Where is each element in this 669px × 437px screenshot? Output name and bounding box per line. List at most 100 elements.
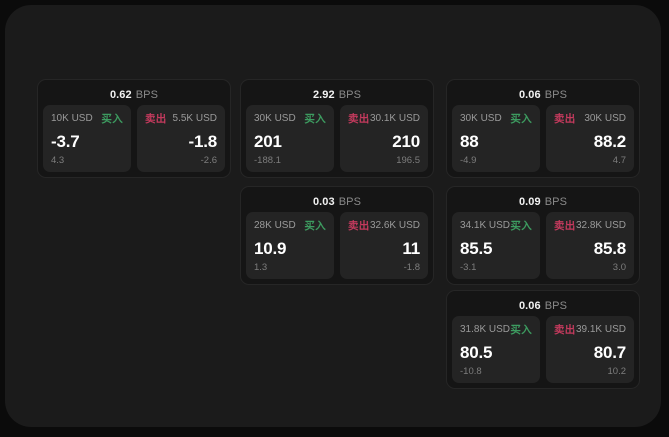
sell-direction-label: 卖出 xyxy=(554,324,576,336)
card-header: 0.06 BPS xyxy=(452,85,634,105)
buy-value: 201 xyxy=(254,132,282,151)
card-sides: 31.8K USD 买入 80.5 -10.8 卖出 39.1K USD 80.… xyxy=(452,316,634,383)
card-sides: 34.1K USD 买入 85.5 -3.1 卖出 32.8K USD 85.8… xyxy=(452,212,634,279)
sell-value: 80.7 xyxy=(593,343,626,362)
buy-value: 88 xyxy=(460,132,479,151)
buy-value: -3.7 xyxy=(51,132,80,151)
sell-panel[interactable]: 卖出 5.5K USD -1.8 -2.6 xyxy=(137,105,225,172)
buy-panel-header: 31.8K USD 买入 xyxy=(460,323,532,336)
sell-delta: 196.5 xyxy=(396,155,420,166)
spread-card[interactable]: 0.03 BPS 28K USD 买入 10.9 1.3 卖出 32.6K US… xyxy=(240,186,434,285)
card-sides: 10K USD 买入 -3.7 4.3 卖出 5.5K USD -1.8 -2.… xyxy=(43,105,225,172)
card-sides: 28K USD 买入 10.9 1.3 卖出 32.6K USD 11 -1.8 xyxy=(246,212,428,279)
card-header: 0.06 BPS xyxy=(452,296,634,316)
spread-card[interactable]: 0.62 BPS 10K USD 买入 -3.7 4.3 卖出 5.5K USD xyxy=(37,79,231,178)
sell-panel-header: 卖出 32.8K USD xyxy=(554,219,626,232)
bps-value: 0.06 xyxy=(518,299,541,312)
buy-delta: -10.8 xyxy=(460,366,482,377)
buy-value: 10.9 xyxy=(254,239,287,258)
bps-unit-label: BPS xyxy=(135,88,159,101)
bps-unit-label: BPS xyxy=(544,195,568,208)
sell-size-label: 32.6K USD xyxy=(369,220,420,231)
buy-size-label: 10K USD xyxy=(51,113,93,124)
card-sides: 30K USD 买入 201 -188.1 卖出 30.1K USD 210 1… xyxy=(246,105,428,172)
buy-panel[interactable]: 30K USD 买入 88 -4.9 xyxy=(452,105,540,172)
sell-panel[interactable]: 卖出 32.8K USD 85.8 3.0 xyxy=(546,212,634,279)
buy-direction-label: 买入 xyxy=(304,113,326,125)
buy-direction-label: 买入 xyxy=(510,113,532,125)
spread-card[interactable]: 2.92 BPS 30K USD 买入 201 -188.1 卖出 30.1K … xyxy=(240,79,434,178)
sell-delta: 4.7 xyxy=(612,155,626,166)
bps-unit-label: BPS xyxy=(544,299,568,312)
buy-panel[interactable]: 31.8K USD 买入 80.5 -10.8 xyxy=(452,316,540,383)
sell-value: 85.8 xyxy=(593,239,626,258)
buy-panel[interactable]: 34.1K USD 买入 85.5 -3.1 xyxy=(452,212,540,279)
sell-panel[interactable]: 卖出 30K USD 88.2 4.7 xyxy=(546,105,634,172)
spread-card[interactable]: 0.09 BPS 34.1K USD 买入 85.5 -3.1 卖出 32.8K… xyxy=(446,186,640,285)
sell-delta: 10.2 xyxy=(607,366,627,377)
bps-value: 0.09 xyxy=(518,195,541,208)
card-header: 0.09 BPS xyxy=(452,192,634,212)
spread-card[interactable]: 0.06 BPS 31.8K USD 买入 80.5 -10.8 卖出 39.1… xyxy=(446,290,640,389)
sell-direction-label: 卖出 xyxy=(145,113,167,125)
sell-size-label: 39.1K USD xyxy=(575,324,626,335)
sell-panel-header: 卖出 32.6K USD xyxy=(348,219,420,232)
buy-panel[interactable]: 10K USD 买入 -3.7 4.3 xyxy=(43,105,131,172)
sell-value: 88.2 xyxy=(593,132,626,151)
sell-value: 11 xyxy=(402,239,420,258)
card-header: 0.62 BPS xyxy=(43,85,225,105)
sell-direction-label: 卖出 xyxy=(348,113,370,125)
sell-direction-label: 卖出 xyxy=(348,220,370,232)
buy-delta: -3.1 xyxy=(460,262,477,273)
buy-size-label: 34.1K USD xyxy=(460,220,511,231)
sell-panel-header: 卖出 30.1K USD xyxy=(348,112,420,125)
bps-value: 2.92 xyxy=(312,88,335,101)
spread-card[interactable]: 0.06 BPS 30K USD 买入 88 -4.9 卖出 30K USD xyxy=(446,79,640,178)
sell-panel[interactable]: 卖出 30.1K USD 210 196.5 xyxy=(340,105,428,172)
sell-direction-label: 卖出 xyxy=(554,113,576,125)
sell-panel-header: 卖出 39.1K USD xyxy=(554,323,626,336)
buy-panel-header: 28K USD 买入 xyxy=(254,219,326,232)
card-sides: 30K USD 买入 88 -4.9 卖出 30K USD 88.2 4.7 xyxy=(452,105,634,172)
sell-value: 210 xyxy=(392,132,420,151)
buy-value: 85.5 xyxy=(460,239,493,258)
bps-unit-label: BPS xyxy=(338,195,362,208)
buy-panel-header: 34.1K USD 买入 xyxy=(460,219,532,232)
buy-panel[interactable]: 28K USD 买入 10.9 1.3 xyxy=(246,212,334,279)
sell-delta: 3.0 xyxy=(612,262,626,273)
buy-panel-header: 30K USD 买入 xyxy=(460,112,532,125)
bps-unit-label: BPS xyxy=(338,88,362,101)
sell-size-label: 30K USD xyxy=(584,113,626,124)
buy-direction-label: 买入 xyxy=(304,220,326,232)
buy-size-label: 28K USD xyxy=(254,220,296,231)
bps-value: 0.03 xyxy=(312,195,335,208)
buy-panel-header: 30K USD 买入 xyxy=(254,112,326,125)
bps-value: 0.62 xyxy=(109,88,132,101)
sell-value: -1.8 xyxy=(188,132,218,151)
sell-direction-label: 卖出 xyxy=(554,220,576,232)
buy-panel[interactable]: 30K USD 买入 201 -188.1 xyxy=(246,105,334,172)
card-header: 2.92 BPS xyxy=(246,85,428,105)
card-header: 0.03 BPS xyxy=(246,192,428,212)
sell-size-label: 30.1K USD xyxy=(369,113,420,124)
sell-size-label: 32.8K USD xyxy=(575,220,626,231)
buy-size-label: 30K USD xyxy=(460,113,502,124)
buy-value: 80.5 xyxy=(460,343,493,362)
buy-panel-header: 10K USD 买入 xyxy=(51,112,123,125)
buy-direction-label: 买入 xyxy=(510,220,532,232)
buy-delta: 4.3 xyxy=(51,155,65,166)
bps-value: 0.06 xyxy=(518,88,541,101)
bps-unit-label: BPS xyxy=(544,88,568,101)
buy-delta: -188.1 xyxy=(254,155,281,166)
sell-delta: -1.8 xyxy=(403,262,420,273)
buy-delta: -4.9 xyxy=(460,155,477,166)
buy-delta: 1.3 xyxy=(254,262,268,273)
sell-panel[interactable]: 卖出 32.6K USD 11 -1.8 xyxy=(340,212,428,279)
sell-delta: -2.6 xyxy=(200,155,217,166)
buy-size-label: 31.8K USD xyxy=(460,324,511,335)
sell-size-label: 5.5K USD xyxy=(172,113,217,124)
buy-direction-label: 买入 xyxy=(510,324,532,336)
sell-panel[interactable]: 卖出 39.1K USD 80.7 10.2 xyxy=(546,316,634,383)
